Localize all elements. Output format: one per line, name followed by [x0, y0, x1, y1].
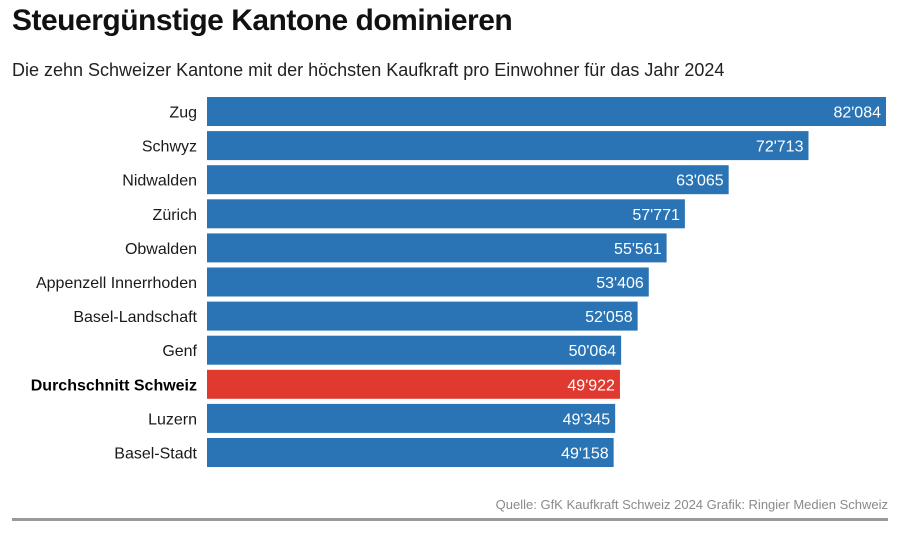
value-label: 49'922 [567, 377, 615, 394]
bar-zug [207, 97, 886, 126]
category-label: Genf [162, 343, 197, 360]
source-note: Quelle: GfK Kaufkraft Schweiz 2024 Grafi… [495, 497, 888, 512]
bar-durchschnitt-schweiz [207, 369, 620, 399]
bar-obwalden [207, 233, 667, 263]
bar-basel-landschaft [207, 301, 638, 331]
category-label: Obwalden [125, 241, 197, 258]
bar-appenzell-innerrhoden [207, 267, 649, 297]
category-label: Basel-Landschaft [73, 309, 197, 326]
category-label: Appenzell Innerrhoden [36, 275, 197, 292]
bar-basel-stadt [207, 438, 614, 467]
chart-subtitle: Die zehn Schweizer Kantone mit der höchs… [12, 60, 725, 80]
bar-schwyz [207, 131, 809, 161]
value-label: 52'058 [585, 309, 633, 326]
value-label: 55'561 [614, 241, 662, 258]
value-label: 49'345 [563, 411, 611, 428]
category-label: Luzern [148, 411, 197, 428]
category-label: Basel-Stadt [114, 446, 197, 463]
category-label: Nidwalden [122, 173, 197, 190]
bar-chart: Zug 82'084 Schwyz 72'713 Nidwalden 63'065 Züri… [31, 97, 886, 467]
category-label: Zürich [153, 207, 197, 224]
bar-zürich [207, 199, 685, 229]
value-label: 82'084 [833, 105, 881, 122]
bar-luzern [207, 403, 616, 433]
bar-genf [207, 335, 622, 365]
bottom-divider [12, 518, 888, 521]
value-label: 72'713 [756, 139, 804, 156]
value-label: 53'406 [596, 275, 644, 292]
category-label: Schwyz [142, 139, 197, 156]
value-label: 57'771 [632, 207, 680, 224]
value-label: 49'158 [561, 446, 609, 463]
category-label: Durchschnitt Schweiz [31, 377, 197, 394]
value-label: 63'065 [676, 173, 724, 190]
category-label: Zug [169, 105, 197, 122]
chart-title: Steuergünstige Kantone dominieren [12, 4, 513, 37]
bar-nidwalden [207, 165, 729, 195]
value-label: 50'064 [569, 343, 617, 360]
